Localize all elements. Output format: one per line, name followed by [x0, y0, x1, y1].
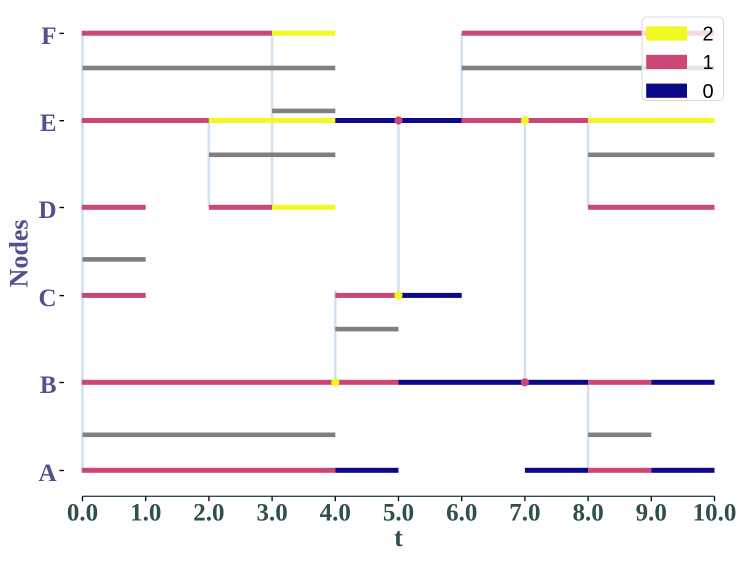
svg-text:5.0: 5.0 [383, 500, 414, 527]
svg-text:2.0: 2.0 [193, 500, 224, 527]
svg-text:Nodes: Nodes [5, 219, 34, 287]
svg-text:9.0: 9.0 [636, 500, 667, 527]
svg-text:3.0: 3.0 [256, 500, 287, 527]
svg-text:D: D [38, 197, 56, 224]
svg-text:6.0: 6.0 [446, 500, 477, 527]
svg-text:C: C [38, 285, 56, 312]
svg-text:B: B [40, 372, 57, 399]
svg-text:2: 2 [703, 24, 714, 46]
svg-text:0.0: 0.0 [67, 500, 98, 527]
svg-text:1: 1 [703, 52, 714, 74]
svg-text:10.0: 10.0 [693, 500, 737, 527]
svg-text:1.0: 1.0 [130, 500, 161, 527]
svg-text:8.0: 8.0 [572, 500, 603, 527]
svg-text:7.0: 7.0 [509, 500, 540, 527]
svg-text:F: F [41, 23, 56, 50]
svg-text:A: A [38, 460, 56, 487]
svg-text:0: 0 [703, 81, 714, 103]
svg-text:4.0: 4.0 [320, 500, 351, 527]
svg-text:t: t [394, 523, 403, 552]
svg-text:E: E [40, 110, 57, 137]
